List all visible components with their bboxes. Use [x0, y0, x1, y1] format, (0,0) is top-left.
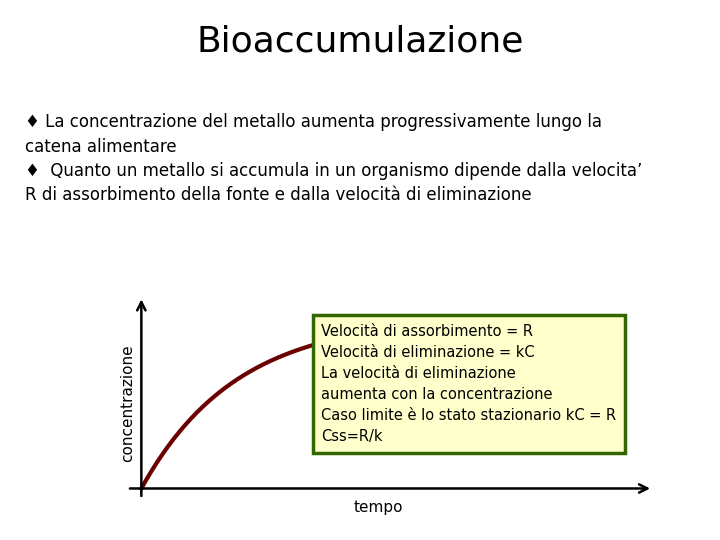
Text: ♦ La concentrazione del metallo aumenta progressivamente lungo la: ♦ La concentrazione del metallo aumenta … [25, 113, 602, 131]
Text: concentrazione: concentrazione [120, 344, 135, 462]
Text: catena alimentare: catena alimentare [25, 138, 177, 156]
Text: tempo: tempo [354, 500, 403, 515]
Text: ♦  Quanto un metallo si accumula in un organismo dipende dalla velocita’: ♦ Quanto un metallo si accumula in un or… [25, 162, 642, 180]
Text: R di assorbimento della fonte e dalla velocità di eliminazione: R di assorbimento della fonte e dalla ve… [25, 186, 532, 204]
Text: Velocità di assorbimento = R
Velocità di eliminazione = kC
La velocità di elimin: Velocità di assorbimento = R Velocità di… [321, 324, 616, 444]
Text: Bioaccumulazione: Bioaccumulazione [197, 24, 523, 58]
